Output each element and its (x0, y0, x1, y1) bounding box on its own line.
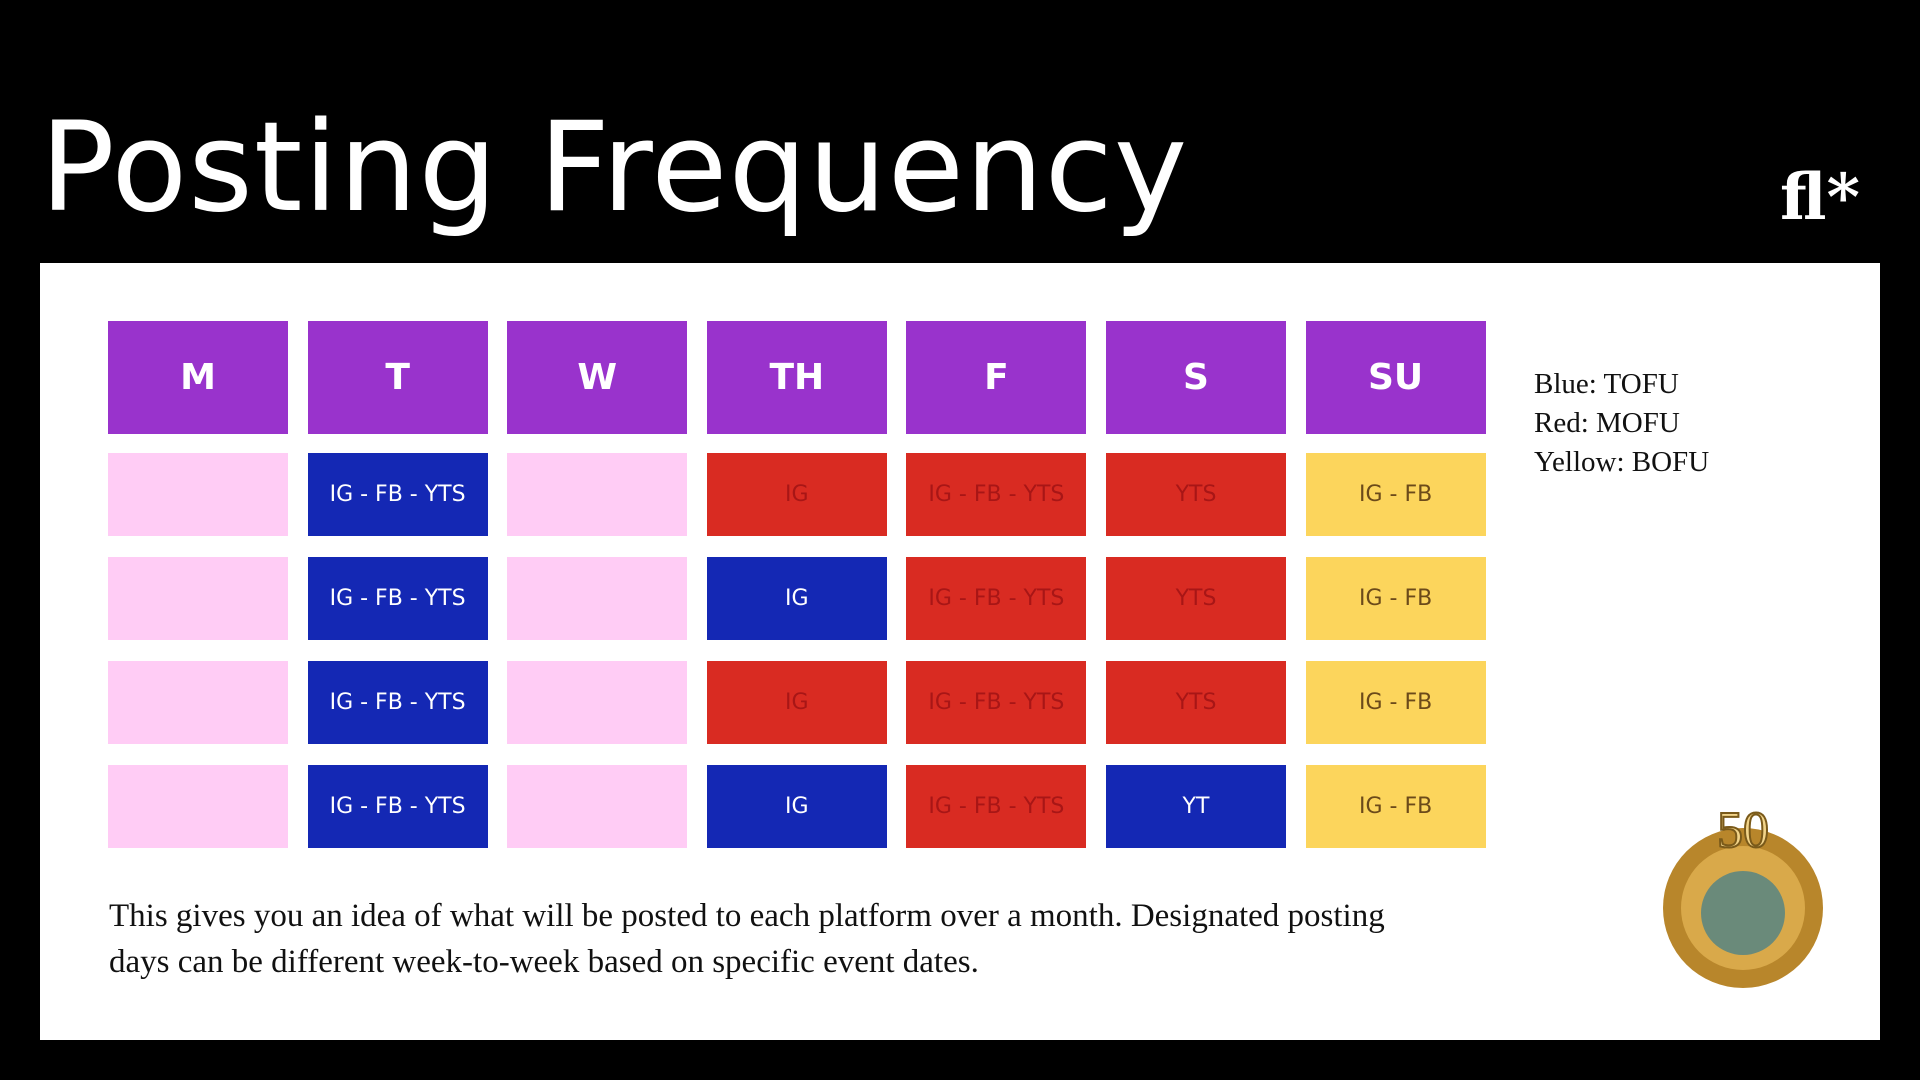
legend-entry: Blue: TOFU (1534, 368, 1679, 400)
schedule-cell: IG (706, 765, 887, 848)
day-header: SU (1305, 321, 1486, 434)
legend-entry: Yellow: BOFU (1534, 446, 1710, 478)
schedule-cell: IG - FB - YTS (307, 453, 488, 536)
schedule-cell (108, 453, 288, 536)
slide-title: Posting Frequency (40, 96, 1189, 240)
logo: fl* (1780, 160, 1860, 235)
schedule-cell (507, 765, 688, 848)
schedule-cell: IG (706, 661, 887, 744)
badge-number: 50 (1717, 803, 1769, 859)
schedule-cell: IG - FB (1305, 661, 1486, 744)
day-header: S (1106, 321, 1286, 434)
schedule-cell: IG - FB (1305, 557, 1486, 640)
schedule-cell: YTS (1106, 453, 1286, 536)
day-header: W (507, 321, 688, 434)
schedule-cell: YTS (1106, 661, 1286, 744)
badge-photo (1701, 871, 1785, 955)
schedule-cell: IG - FB (1305, 765, 1486, 848)
schedule-cell (507, 557, 688, 640)
schedule-cell: IG - FB (1305, 453, 1486, 536)
schedule-cell: IG - FB - YTS (307, 557, 488, 640)
description-line: This gives you an idea of what will be p… (109, 898, 1385, 934)
schedule-cell: IG - FB - YTS (307, 765, 488, 848)
day-header: T (307, 321, 488, 434)
schedule-cell (108, 661, 288, 744)
legend-entry: Red: MOFU (1534, 407, 1680, 439)
schedule-cell: IG - FB - YTS (307, 661, 488, 744)
schedule-cell: YT (1106, 765, 1286, 848)
day-header: M (108, 321, 288, 434)
schedule-cell: IG (706, 453, 887, 536)
schedule-cell (507, 453, 688, 536)
schedule-cell (108, 765, 288, 848)
day-header: TH (706, 321, 887, 434)
schedule-cell (108, 557, 288, 640)
content-panel: 50 M T W TH F S SU IG - FB - YTS IG IG - FB - YTS… (40, 263, 1880, 1040)
day-header: F (906, 321, 1087, 434)
schedule-cell (507, 661, 688, 744)
schedule-cell: IG - FB - YTS (906, 453, 1087, 536)
badge: 50 (1663, 803, 1823, 988)
schedule-cell: IG (706, 557, 887, 640)
schedule-cell: IG - FB - YTS (906, 557, 1087, 640)
schedule-cell: YTS (1106, 557, 1286, 640)
description-line: days can be different week-to-week based… (109, 944, 979, 980)
schedule-cell: IG - FB - YTS (906, 765, 1087, 848)
schedule-cell: IG - FB - YTS (906, 661, 1087, 744)
